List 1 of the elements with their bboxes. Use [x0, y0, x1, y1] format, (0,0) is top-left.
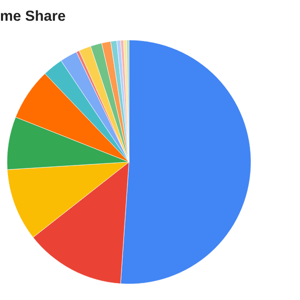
chart-title: me Share: [0, 10, 66, 21]
